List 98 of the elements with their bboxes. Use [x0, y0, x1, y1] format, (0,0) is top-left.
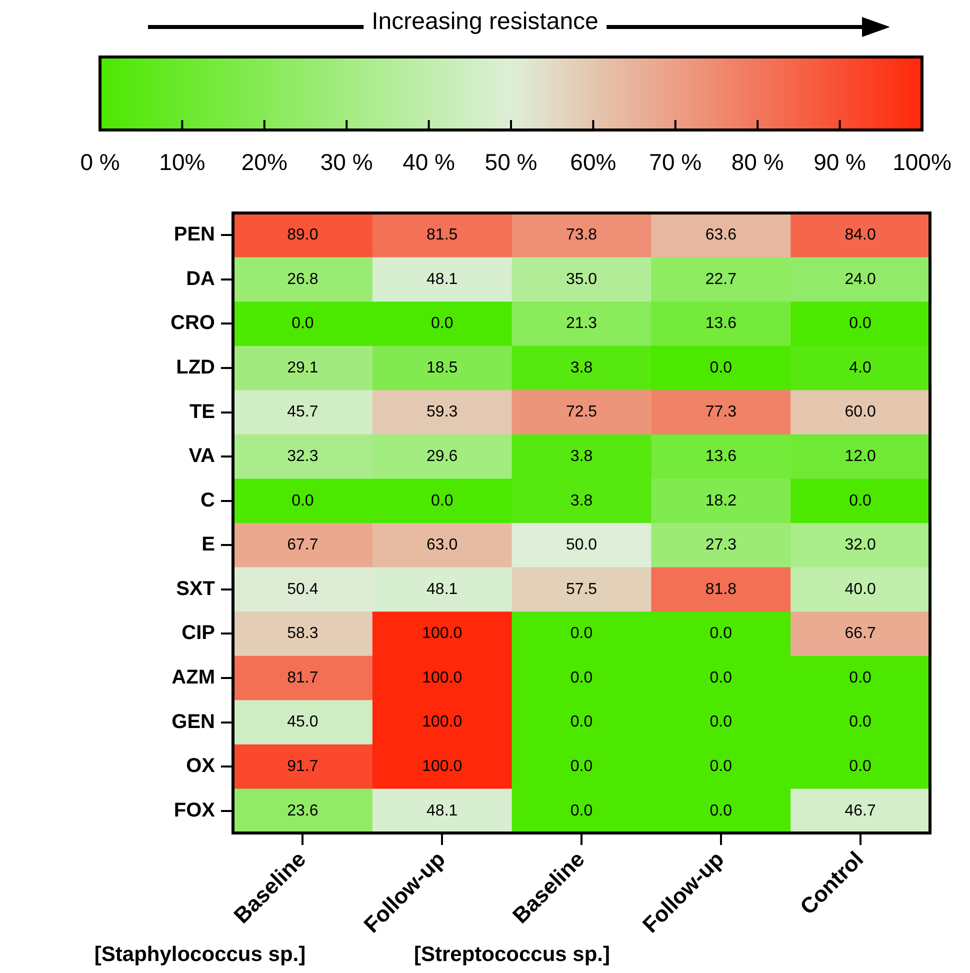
data-label: 0.0 [849, 714, 872, 731]
data-label: 46.7 [844, 802, 876, 820]
data-label: 0.0 [710, 758, 732, 775]
data-label: 0.0 [570, 669, 593, 686]
data-label: 100.0 [422, 758, 462, 775]
data-label: 0.0 [292, 492, 314, 510]
data-label: 0.0 [570, 714, 593, 731]
data-label: 50.0 [566, 536, 598, 554]
data-label: 48.1 [426, 802, 458, 820]
data-label: 50.4 [287, 580, 318, 598]
text: [Staphylococcus sp.] [86, 943, 314, 967]
data-label: 57.5 [566, 580, 598, 598]
y-tick-label: DA [186, 268, 215, 290]
data-label: 29.6 [426, 448, 458, 465]
data-label: 63.0 [426, 536, 458, 554]
data-label: 0.0 [849, 315, 872, 332]
data-label: 81.7 [287, 669, 318, 686]
data-label: 48.1 [426, 270, 458, 288]
data-label: 0.0 [292, 315, 314, 332]
data-label: 77.3 [705, 404, 737, 421]
data-label: 81.8 [705, 580, 737, 598]
data-label: 3.8 [570, 448, 593, 465]
data-label: 48.1 [426, 580, 458, 598]
data-label: 32.0 [844, 536, 876, 554]
color-bar-label: 90 % [814, 149, 866, 176]
y-tick-label: TE [189, 400, 215, 423]
data-label: 67.7 [287, 536, 318, 554]
color-bar-label: 30 % [320, 149, 373, 176]
data-label: 63.6 [705, 226, 737, 244]
data-label: 0.0 [710, 625, 732, 642]
data-label: 0.0 [849, 492, 872, 510]
data-label: 0.0 [849, 669, 872, 686]
y-tick-label: VA [188, 445, 215, 468]
data-label: 22.7 [705, 270, 737, 288]
data-label: 12.0 [844, 448, 876, 465]
color-bar-label: 20% [241, 149, 288, 176]
data-label: 21.3 [566, 315, 598, 332]
data-label: 24.0 [844, 270, 876, 288]
data-label: 18.2 [705, 492, 737, 510]
data-label: 66.7 [844, 625, 876, 642]
y-tick-label: AZM [172, 666, 215, 689]
data-label: 3.8 [570, 359, 593, 376]
data-label: 3.8 [570, 492, 593, 510]
color-bar-label: 50 % [484, 149, 538, 176]
data-label: 35.0 [566, 270, 598, 288]
y-tick-label: CRO [170, 312, 215, 334]
data-label: 32.3 [287, 448, 318, 465]
y-tick-label: CIP [182, 622, 215, 644]
data-label: 26.8 [287, 270, 318, 288]
data-label: 0.0 [710, 714, 732, 731]
data-label: 23.6 [287, 802, 318, 820]
y-tick-label: LZD [176, 356, 215, 379]
data-label: 0.0 [710, 802, 732, 820]
text: [Streptococcus sp.] [406, 943, 618, 967]
data-label: 72.5 [566, 404, 598, 421]
data-label: 0.0 [710, 669, 732, 686]
y-tick-label: GEN [172, 710, 215, 733]
data-label: 0.0 [430, 492, 454, 510]
color-bar-label: 40 % [402, 149, 456, 176]
data-label: 13.6 [705, 448, 737, 465]
data-label: 100.0 [422, 625, 462, 642]
data-label: 84.0 [844, 226, 876, 244]
data-label: 0.0 [570, 758, 593, 775]
data-label: 0.0 [570, 625, 593, 642]
data-label: 0.0 [430, 315, 454, 332]
data-label: 89.0 [287, 226, 318, 244]
data-label: 4.0 [849, 359, 872, 376]
data-label: 40.0 [844, 580, 876, 598]
data-label: 27.3 [705, 536, 737, 554]
data-label: 45.0 [287, 714, 318, 731]
data-label: 91.7 [287, 758, 318, 775]
y-tick-label: C [200, 489, 215, 512]
data-label: 0.0 [570, 802, 593, 820]
data-label: 73.8 [566, 226, 598, 244]
data-label: 60.0 [844, 404, 876, 421]
y-tick-label: PEN [174, 224, 215, 246]
data-label: 0.0 [710, 359, 732, 376]
y-tick-label: SXT [176, 578, 215, 600]
data-label: 59.3 [426, 404, 458, 421]
data-label: 58.3 [287, 625, 318, 642]
color-bar-label: 60% [570, 149, 616, 176]
data-label: 18.5 [426, 359, 458, 376]
color-bar-label: 100% [892, 149, 952, 176]
data-label: 81.5 [426, 226, 458, 244]
y-tick-label: OX [186, 755, 216, 778]
data-label: 100.0 [422, 669, 462, 686]
color-bar-label: 10% [159, 149, 206, 176]
y-tick-label: FOX [174, 799, 216, 822]
data-label: 29.1 [287, 359, 318, 376]
color-bar-label: 80 % [731, 149, 784, 176]
data-label: 0.0 [849, 758, 872, 775]
color-bar-label: 70 % [649, 149, 702, 176]
data-label: 13.6 [705, 315, 737, 332]
text: Increasing resistance [364, 8, 606, 36]
y-tick-label: E [202, 534, 215, 556]
data-label: 100.0 [422, 714, 462, 731]
color-bar-label: 0 % [80, 149, 120, 176]
data-label: 45.7 [287, 404, 318, 421]
